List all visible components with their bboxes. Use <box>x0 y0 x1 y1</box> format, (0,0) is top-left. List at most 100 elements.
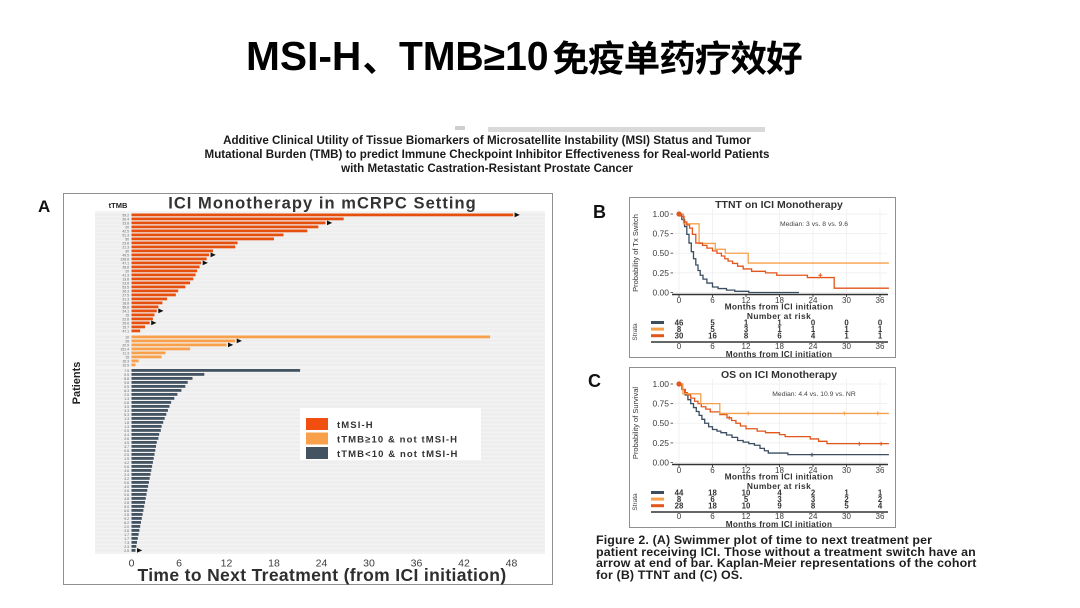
svg-text:1.7: 1.7 <box>124 533 129 537</box>
svg-text:3.7: 3.7 <box>124 445 129 449</box>
svg-text:Months from ICI initiation: Months from ICI initiation <box>725 472 834 482</box>
svg-text:Months from ICI initiation: Months from ICI initiation <box>726 520 833 528</box>
svg-text:tTMB≥10 & not tMSI-H: tTMB≥10 & not tMSI-H <box>337 435 458 446</box>
svg-text:228.8: 228.8 <box>121 257 130 261</box>
svg-text:1.7: 1.7 <box>124 537 129 541</box>
svg-text:2: 2 <box>878 495 883 504</box>
svg-text:2.6: 2.6 <box>124 437 129 441</box>
svg-text:36: 36 <box>876 296 885 305</box>
svg-text:13.8: 13.8 <box>122 277 129 281</box>
svg-text:2.6: 2.6 <box>124 529 129 533</box>
svg-text:3.3: 3.3 <box>124 409 129 413</box>
svg-text:24.1: 24.1 <box>122 309 129 313</box>
svg-text:Time to Next Treatment (from I: Time to Next Treatment (from ICI initiat… <box>138 565 507 585</box>
svg-text:30: 30 <box>363 558 375 570</box>
svg-text:1.8: 1.8 <box>124 421 129 425</box>
svg-text:22.8: 22.8 <box>122 317 129 321</box>
svg-text:7.3: 7.3 <box>124 541 129 545</box>
svg-text:2.8: 2.8 <box>124 501 129 505</box>
svg-text:0.75: 0.75 <box>652 229 669 239</box>
svg-text:18: 18 <box>708 502 717 511</box>
svg-text:Strata: Strata <box>632 493 639 511</box>
svg-text:30: 30 <box>842 512 851 521</box>
svg-text:16: 16 <box>708 332 717 341</box>
svg-text:12: 12 <box>742 466 751 475</box>
svg-text:2: 2 <box>811 489 816 498</box>
svg-text:18: 18 <box>775 296 784 305</box>
svg-text:Number at risk: Number at risk <box>747 311 811 321</box>
svg-text:0: 0 <box>677 342 682 351</box>
svg-text:Probability of Survival: Probability of Survival <box>631 387 640 459</box>
svg-text:1: 1 <box>878 489 883 498</box>
svg-text:0: 0 <box>811 319 816 328</box>
svg-text:3: 3 <box>811 495 816 504</box>
svg-text:8: 8 <box>744 332 749 341</box>
svg-text:0.25: 0.25 <box>652 438 669 448</box>
svg-text:1: 1 <box>844 325 849 334</box>
svg-text:Probability of Tx Switch: Probability of Tx Switch <box>631 214 640 292</box>
svg-text:18: 18 <box>775 342 784 351</box>
svg-text:47.1: 47.1 <box>122 261 129 265</box>
svg-text:4.5: 4.5 <box>124 441 129 445</box>
svg-text:16.3: 16.3 <box>122 359 129 363</box>
svg-text:10: 10 <box>742 502 751 511</box>
svg-text:8: 8 <box>811 502 816 511</box>
svg-text:0.8: 0.8 <box>124 401 129 405</box>
svg-text:27.5: 27.5 <box>122 293 129 297</box>
svg-text:3.2: 3.2 <box>124 477 129 481</box>
svg-text:24: 24 <box>809 296 818 305</box>
svg-text:0: 0 <box>677 296 682 305</box>
svg-text:4.0: 4.0 <box>124 485 129 489</box>
svg-text:24: 24 <box>809 512 818 521</box>
svg-text:1.3: 1.3 <box>124 397 129 401</box>
svg-text:Patients: Patients <box>71 362 83 405</box>
svg-text:Median: 3 vs. 8 vs. 9.6: Median: 3 vs. 8 vs. 9.6 <box>780 221 848 228</box>
svg-text:30: 30 <box>125 249 129 253</box>
svg-text:5.0: 5.0 <box>124 505 129 509</box>
svg-text:0.6: 0.6 <box>124 465 129 469</box>
svg-text:36: 36 <box>876 512 885 521</box>
svg-text:1: 1 <box>878 332 883 341</box>
svg-text:1: 1 <box>744 319 749 328</box>
svg-text:4: 4 <box>878 502 883 511</box>
svg-text:4.6: 4.6 <box>124 469 129 473</box>
svg-text:6: 6 <box>176 558 182 570</box>
svg-text:1: 1 <box>878 325 883 334</box>
svg-text:2.6: 2.6 <box>124 489 129 493</box>
svg-text:3.5: 3.5 <box>124 405 129 409</box>
svg-text:3: 3 <box>744 325 749 334</box>
svg-text:1: 1 <box>844 489 849 498</box>
svg-text:23.8: 23.8 <box>122 241 129 245</box>
svg-text:1.3: 1.3 <box>124 417 129 421</box>
svg-text:4: 4 <box>811 332 816 341</box>
svg-text:53.5: 53.5 <box>122 285 129 289</box>
svg-text:10: 10 <box>742 489 751 498</box>
svg-text:7.5: 7.5 <box>124 369 129 373</box>
svg-text:0: 0 <box>677 512 682 521</box>
svg-text:tTMB<10 & not tMSI-H: tTMB<10 & not tMSI-H <box>337 449 458 460</box>
svg-text:0.25: 0.25 <box>652 268 669 278</box>
svg-text:36: 36 <box>876 466 885 475</box>
svg-text:8: 8 <box>677 325 682 334</box>
svg-text:8.8: 8.8 <box>124 377 129 381</box>
svg-text:30: 30 <box>842 296 851 305</box>
svg-text:1: 1 <box>844 332 849 341</box>
svg-text:24: 24 <box>809 342 818 351</box>
svg-text:0: 0 <box>878 319 883 328</box>
svg-text:0.5: 0.5 <box>124 429 129 433</box>
svg-text:58.8: 58.8 <box>122 305 129 309</box>
svg-text:12: 12 <box>742 296 751 305</box>
svg-text:6.3: 6.3 <box>124 389 129 393</box>
svg-text:5: 5 <box>744 495 749 504</box>
svg-text:59.2: 59.2 <box>122 213 129 217</box>
svg-text:15: 15 <box>125 355 129 359</box>
svg-text:24: 24 <box>809 466 818 475</box>
svg-text:50: 50 <box>125 237 129 241</box>
svg-text:10.9: 10.9 <box>122 363 129 367</box>
svg-text:28: 28 <box>675 502 684 511</box>
svg-text:6: 6 <box>710 512 715 521</box>
svg-text:20: 20 <box>125 269 129 273</box>
svg-text:0.00: 0.00 <box>652 458 669 468</box>
svg-text:Median: 4.4 vs. 10.9 vs. NR: Median: 4.4 vs. 10.9 vs. NR <box>772 391 856 398</box>
svg-text:6: 6 <box>710 495 715 504</box>
